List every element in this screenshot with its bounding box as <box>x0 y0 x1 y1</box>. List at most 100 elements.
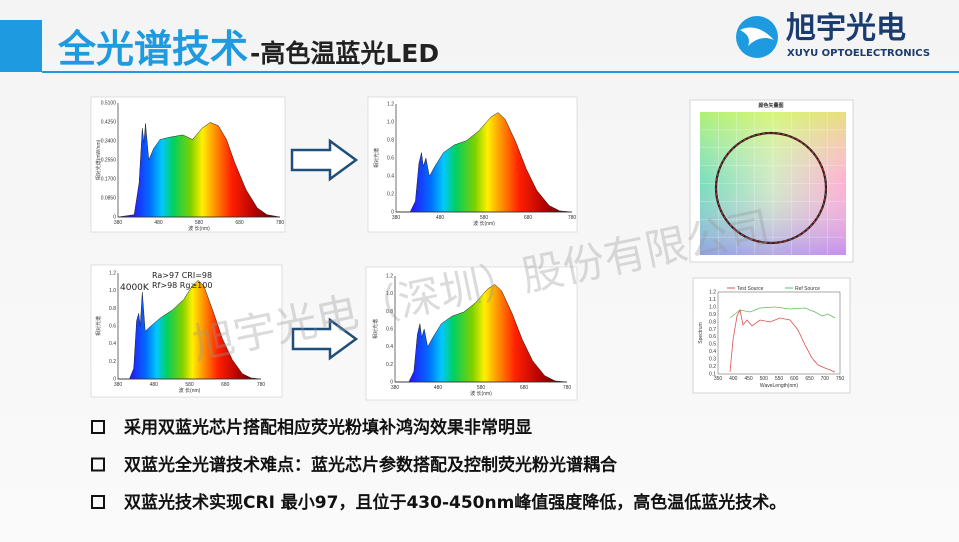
x-tick-label: 480 <box>150 382 159 388</box>
x-tick-label: 780 <box>257 382 266 388</box>
y-tick-label: 0.9 <box>709 312 716 318</box>
x-tick-label: 680 <box>221 382 230 388</box>
x-tick-label: 450 <box>744 376 753 382</box>
x-axis-label: 波 长(nm) <box>473 220 495 227</box>
y-tick-label: 0.0850 <box>101 196 117 202</box>
title-sub: -高色温蓝光LED <box>250 39 439 68</box>
y-tick-label: 0.3 <box>709 357 716 363</box>
y-tick-label: 1.1 <box>709 297 716 303</box>
y-tick-label: 1.2 <box>709 290 716 296</box>
spectrum-fill <box>117 122 281 218</box>
x-tick-label: 380 <box>114 382 123 388</box>
x-tick-label: 780 <box>568 215 577 221</box>
y-axis-label: 相对光谱 <box>95 316 102 336</box>
y-tick-label: 1.2 <box>109 271 116 277</box>
title-main: 全光谱技术 <box>57 27 248 71</box>
arrow <box>290 138 359 182</box>
y-tick-label: 0.6 <box>387 156 394 162</box>
bullet-box <box>91 457 105 472</box>
y-tick-label: 0.4 <box>386 344 393 350</box>
x-tick-label: 780 <box>276 220 285 226</box>
y-tick-label: 0.1700 <box>101 177 117 183</box>
y-tick-label: 0.8 <box>109 306 116 312</box>
y-tick-label: 0.2 <box>386 362 393 368</box>
y-tick-label: 0.6 <box>109 324 116 330</box>
y-tick-label: 1.0 <box>387 120 394 126</box>
x-axis-label: 波 长(nm) <box>470 390 492 397</box>
axes <box>117 273 261 380</box>
y-tick-label: 0.5100 <box>101 101 117 107</box>
y-tick-label: 0.3400 <box>101 139 117 145</box>
annotation: Rf>98 Rg≥100 <box>152 281 212 290</box>
y-tick-label: 0 <box>113 377 116 383</box>
y-tick-label: 0.2 <box>109 359 116 365</box>
spectrum-fill <box>395 284 568 383</box>
axes <box>394 276 567 383</box>
arrows <box>290 138 359 361</box>
x-tick-label: 580 <box>477 385 486 391</box>
test-curve <box>729 308 836 373</box>
y-tick-label: 0.2550 <box>101 158 117 164</box>
y-tick-label: 1.0 <box>109 288 116 294</box>
x-tick-label: 480 <box>154 220 163 226</box>
y-axis-label: Spectrum <box>698 322 704 343</box>
content: 0.51000.42500.34000.25500.17000.08500380… <box>90 96 854 513</box>
x-tick-label: 380 <box>392 215 401 221</box>
x-tick-label: 700 <box>821 376 830 382</box>
bullet-box <box>91 420 105 434</box>
header-block <box>0 20 42 72</box>
y-axis-label: 相对光谱 <box>372 319 379 339</box>
bullet-text: 双蓝光全光谱技术难点：蓝光芯片参数搭配及控制荧光粉光谱耦合 <box>124 455 618 476</box>
x-tick-label: 580 <box>195 220 204 226</box>
x-tick-label: 480 <box>434 385 443 391</box>
axes <box>395 104 572 213</box>
logo-name: 旭宇光电 <box>786 11 906 46</box>
annotation: Ra>97 CRI=98 <box>152 271 212 280</box>
x-tick-label: 580 <box>480 215 489 221</box>
y-tick-label: 0.2 <box>387 192 394 198</box>
y-tick-label: 0.6 <box>709 334 716 340</box>
x-tick-label: 550 <box>775 376 784 382</box>
annotation: 4000K <box>120 283 150 293</box>
spectrum-fill <box>118 280 262 380</box>
ref-curve <box>729 306 836 319</box>
y-tick-label: 0.5 <box>709 342 716 348</box>
y-tick-label: 0 <box>390 380 393 386</box>
x-axis-label: 波 长(nm) <box>188 225 210 232</box>
x-tick-label: 600 <box>790 376 799 382</box>
x-tick-label: 750 <box>836 376 845 382</box>
y-tick-label: 1.0 <box>709 304 716 310</box>
y-tick-label: 0.4250 <box>101 120 117 126</box>
x-tick-label: 350 <box>714 376 723 382</box>
y-tick-label: 0.6 <box>386 327 393 333</box>
bullet-box <box>91 495 105 509</box>
vector-ring <box>715 132 827 244</box>
x-tick-label: 580 <box>185 382 194 388</box>
y-tick-label: 0.8 <box>387 138 394 144</box>
x-tick-label: 500 <box>760 376 769 382</box>
y-axis-label: 相对光谱 <box>373 148 380 168</box>
y-tick-label: 0.8 <box>709 319 716 325</box>
bullet-text: 双蓝光技术实现CRI 最小97，且位于430-450nm峰值强度降低，高色温低蓝… <box>124 492 786 513</box>
x-tick-label: 680 <box>520 385 529 391</box>
y-tick-label: 1.2 <box>387 102 394 108</box>
x-tick-label: 380 <box>391 385 400 391</box>
y-tick-label: 1.0 <box>386 291 393 297</box>
arrow <box>291 317 359 361</box>
vector-title: 颜色矢量图 <box>758 102 783 109</box>
x-axis-label: 波 长(nm) <box>179 387 201 394</box>
x-tick-label: 380 <box>114 220 123 226</box>
y-tick-label: 0 <box>113 215 116 221</box>
x-tick-label: 650 <box>805 376 814 382</box>
x-tick-label: 780 <box>563 385 572 391</box>
y-axis-label: 相对光谱(mW/nm) <box>95 139 102 180</box>
x-tick-label: 680 <box>235 220 244 226</box>
x-axis-label: WaveLength(nm) <box>760 383 798 389</box>
y-tick-label: 0.2 <box>709 364 716 370</box>
y-tick-label: 0.7 <box>709 327 716 333</box>
x-tick-label: 480 <box>436 215 445 221</box>
y-tick-label: 0.4 <box>709 349 716 355</box>
y-tick-label: 0.4 <box>109 341 116 347</box>
